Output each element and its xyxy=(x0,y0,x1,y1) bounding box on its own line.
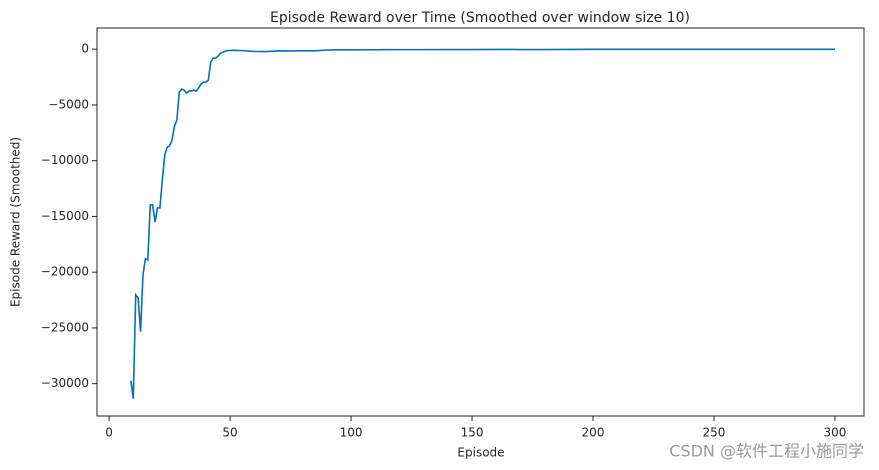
y-tick-label: −15000 xyxy=(41,209,89,223)
x-tick-label: 0 xyxy=(105,426,113,440)
y-tick-label: −10000 xyxy=(41,153,89,167)
y-tick-label: −30000 xyxy=(41,376,89,390)
y-tick-label: −5000 xyxy=(48,97,89,111)
x-tick-label: 250 xyxy=(703,426,726,440)
x-tick-label: 50 xyxy=(222,426,237,440)
x-axis-label: Episode xyxy=(457,446,504,460)
x-tick-label: 300 xyxy=(824,426,847,440)
line xyxy=(130,48,835,399)
y-axis-label: Episode Reward (Smoothed) xyxy=(9,137,23,307)
y-tick-label: −25000 xyxy=(41,320,89,334)
watermark: CSDN @软件工程小施同学 xyxy=(669,442,864,461)
plot-frame xyxy=(96,27,865,417)
x-tick-label: 100 xyxy=(340,426,363,440)
y-tick-label: −20000 xyxy=(41,265,89,279)
x-tick-label: 150 xyxy=(461,426,484,440)
chart-title: Episode Reward over Time (Smoothed over … xyxy=(270,10,690,26)
y-tick-label: 0 xyxy=(81,42,89,56)
x-tick-label: 200 xyxy=(582,426,605,440)
